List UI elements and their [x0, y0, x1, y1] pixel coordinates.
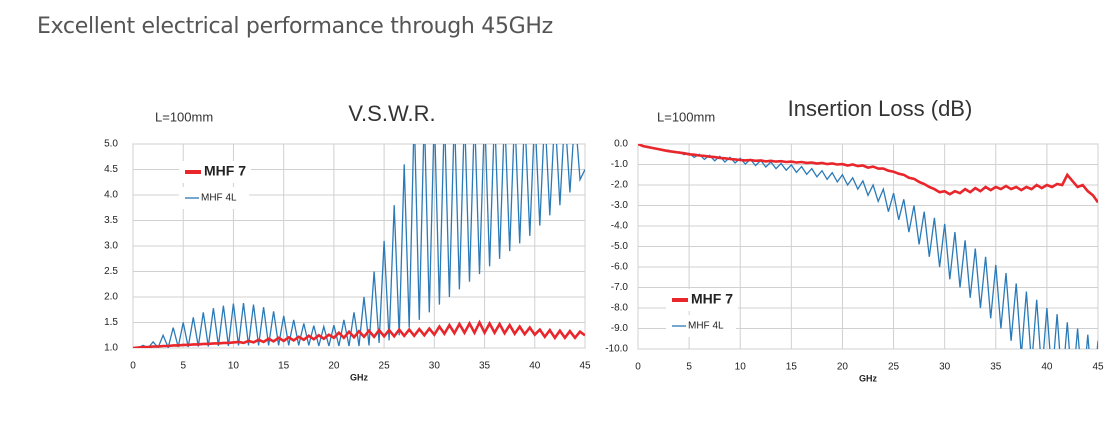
legend-box: [179, 161, 251, 183]
x-tick-label: 15: [786, 362, 798, 373]
y-tick-label: -4.0: [611, 221, 629, 232]
legend-label: MHF 4L: [201, 193, 237, 204]
y-tick-label: -5.0: [611, 241, 629, 252]
x-tick-label: 25: [888, 362, 900, 373]
y-tick-label: 3.0: [104, 241, 118, 252]
x-axis-label: GHz: [859, 373, 878, 383]
y-tick-label: -8.0: [611, 303, 629, 314]
x-tick-label: 30: [939, 362, 951, 373]
y-tick-label: 1.5: [104, 317, 118, 328]
y-tick-label: -10.0: [605, 344, 628, 355]
series-line: [133, 319, 585, 348]
y-tick-label: -6.0: [611, 262, 629, 273]
legend-label: MHF 7: [204, 163, 246, 179]
y-tick-label: 2.0: [104, 292, 118, 303]
y-tick-label: 1.0: [104, 343, 118, 354]
x-tick-label: 45: [579, 361, 591, 372]
y-tick-label: 4.0: [104, 190, 118, 201]
y-tick-label: -2.0: [611, 180, 629, 191]
x-axis-label: GHz: [350, 372, 369, 382]
y-tick-label: 2.5: [104, 266, 118, 277]
x-tick-label: 10: [228, 361, 240, 372]
x-tick-label: 0: [130, 361, 136, 372]
chart-title: Insertion Loss (dB): [788, 96, 973, 121]
series-line: [133, 144, 585, 348]
x-tick-label: 35: [990, 362, 1002, 373]
y-tick-label: 3.5: [104, 215, 118, 226]
y-tick-label: -9.0: [611, 323, 629, 334]
y-tick-label: 0.0: [614, 139, 628, 150]
x-tick-label: 40: [529, 361, 541, 372]
x-tick-label: 0: [635, 362, 641, 373]
series-line: [638, 144, 1098, 349]
y-tick-label: 5.0: [104, 139, 118, 150]
x-tick-label: 15: [278, 361, 290, 372]
x-tick-label: 5: [686, 362, 692, 373]
x-tick-label: 40: [1041, 362, 1053, 373]
chart-title: V.S.W.R.: [348, 101, 435, 126]
x-tick-label: 10: [735, 362, 747, 373]
legend-label: MHF 7: [691, 291, 733, 307]
x-tick-label: 25: [379, 361, 391, 372]
y-tick-label: 4.5: [104, 164, 118, 175]
y-tick-label: -1.0: [611, 159, 629, 170]
annotation: L=100mm: [657, 109, 715, 124]
x-tick-label: 20: [328, 361, 340, 372]
legend-box: [666, 289, 738, 311]
legend-label: MHF 4L: [688, 321, 724, 332]
x-tick-label: 20: [837, 362, 849, 373]
page-title: Excellent electrical performance through…: [37, 14, 553, 39]
x-tick-label: 35: [479, 361, 491, 372]
legend-box: [666, 315, 736, 337]
x-tick-label: 5: [180, 361, 186, 372]
y-tick-label: -7.0: [611, 282, 629, 293]
annotation: L=100mm: [155, 109, 213, 124]
y-tick-label: -3.0: [611, 200, 629, 211]
x-tick-label: 30: [429, 361, 441, 372]
x-tick-label: 45: [1092, 362, 1104, 373]
series-line: [638, 144, 1098, 204]
legend-box: [179, 187, 249, 209]
